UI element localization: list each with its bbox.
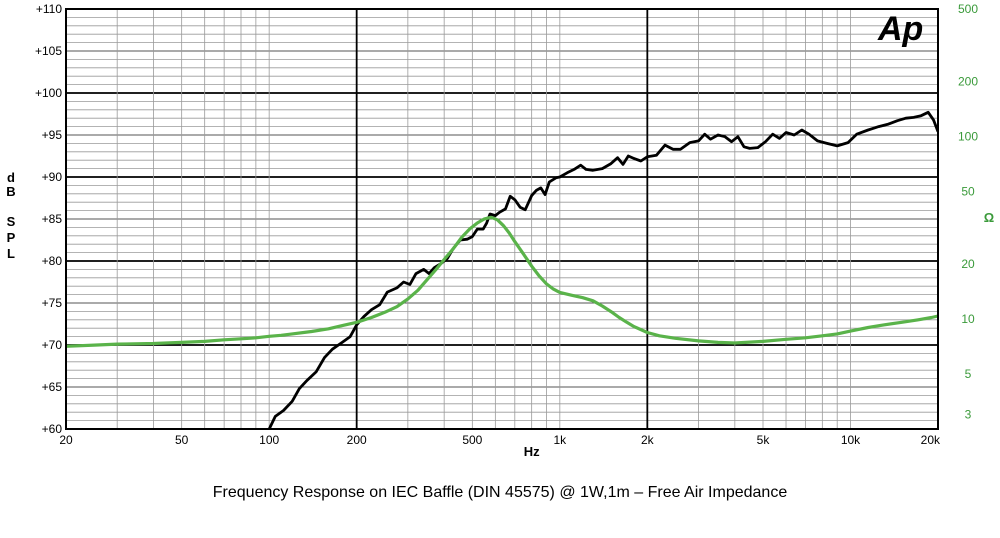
y-tick-label-left: +90: [42, 170, 63, 184]
y-tick-label-left: +85: [42, 212, 63, 226]
y-axis-label-left-char: S: [7, 214, 16, 229]
y-tick-label-right: 10: [961, 312, 975, 326]
y-tick-label-left: +105: [35, 44, 62, 58]
y-tick-label-left: +95: [42, 128, 63, 142]
y-tick-label-left: +65: [42, 380, 63, 394]
y-tick-label-left: +75: [42, 296, 63, 310]
x-axis-label: Hz: [524, 444, 540, 459]
y-tick-label-right: 500: [958, 2, 978, 16]
y-tick-label-right: 100: [958, 130, 978, 144]
spl-curve: [267, 110, 938, 429]
y-tick-label-left: +100: [35, 86, 62, 100]
y-axis-label-left-char: L: [7, 246, 15, 261]
x-tick-label: 200: [347, 433, 367, 447]
y-axis-label-left-char: P: [7, 230, 16, 245]
x-tick-label: 500: [462, 433, 482, 447]
plot-border: [65, 8, 939, 430]
y-tick-label-right: 200: [958, 75, 978, 89]
y-tick-label-left: +110: [36, 2, 62, 16]
series-layer: [65, 110, 939, 429]
y-axis-label-right: Ω: [984, 210, 994, 225]
y-tick-label-left: +80: [42, 254, 63, 268]
x-tick-label: 20: [59, 433, 73, 447]
x-tick-label: 5k: [757, 433, 771, 447]
ap-logo: Ap: [877, 10, 923, 48]
tick-labels: +110 +105 +100 +95 +90 +85 +80 +75 +70 +65 +60 500 2…: [6, 2, 994, 459]
y-tick-label-left: +70: [42, 338, 63, 352]
x-tick-label: 100: [259, 433, 279, 447]
grid: [66, 8, 938, 430]
x-tick-label: 2k: [641, 433, 655, 447]
y-axis-label-left-char: d: [7, 170, 15, 185]
y-tick-label-right: 5: [965, 367, 972, 381]
x-tick-label: 1k: [553, 433, 567, 447]
x-tick-label: 50: [175, 433, 189, 447]
y-axis-label-left-char: B: [6, 184, 15, 199]
chart-caption: Frequency Response on IEC Baffle (DIN 45…: [212, 484, 788, 501]
impedance-curve: [65, 215, 939, 348]
y-tick-label-right: 3: [965, 408, 972, 422]
x-tick-label: 20k: [921, 433, 941, 447]
plot-frame: [65, 8, 939, 430]
x-tick-label: 10k: [841, 433, 861, 447]
y-tick-label-right: 50: [961, 185, 975, 199]
y-tick-label-left: +60: [42, 422, 63, 436]
y-tick-label-right: 20: [961, 257, 975, 271]
